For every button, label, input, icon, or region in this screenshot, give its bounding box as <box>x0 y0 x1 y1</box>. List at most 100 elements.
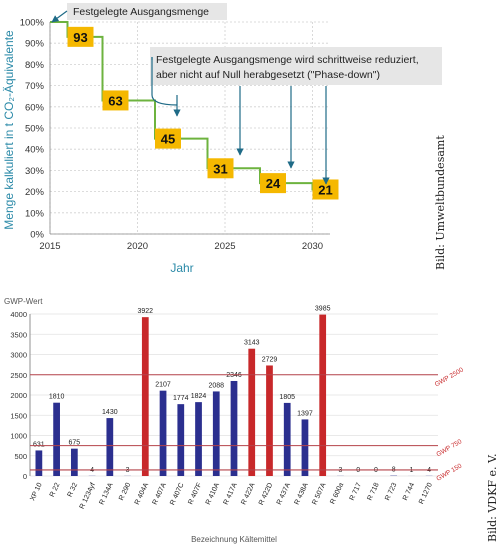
step-chart: 0% 10% 20% 30% 40% 50% 60% 70% 80% 90% 100% 2015 202… <box>2 3 442 275</box>
bar <box>195 402 202 476</box>
bar-category-label: R 1270 <box>418 482 434 506</box>
bar-value-label: 2107 <box>155 382 171 389</box>
bar-value-label: 0 <box>356 467 360 474</box>
bar <box>159 390 167 476</box>
credit-top: Bild: Umweltbundesamt <box>434 135 447 270</box>
value-label: 31 <box>213 161 227 176</box>
bar-category-label: R 22 <box>49 482 62 498</box>
bar-category-label: R 134A <box>98 482 114 506</box>
reference-line-label: GWP 150 <box>435 462 463 482</box>
bar <box>53 402 60 476</box>
y-tick-label: 50% <box>25 124 45 135</box>
y-tick-label: 70% <box>25 81 45 92</box>
bar-category-label: XP 10 <box>29 482 43 502</box>
bar-category-label: R 407C <box>169 482 185 506</box>
bar-value-label: 1824 <box>191 393 207 400</box>
annotation-box-start <box>67 3 227 20</box>
value-label: 63 <box>108 93 122 108</box>
y-axis-title: Menge kalkuliert in t CO₂-Äquivalente <box>2 30 16 230</box>
value-box <box>312 179 339 200</box>
bar-y-tick-label: 4000 <box>10 310 27 319</box>
bar-value-label: 631 <box>33 441 45 448</box>
bar-y-tick-label: 3500 <box>10 330 27 339</box>
annotation-arrow-curve <box>151 94 178 106</box>
bar <box>266 365 273 476</box>
x-axis-title: Jahr <box>170 261 193 275</box>
bar-y-tick-label: 1500 <box>10 411 27 420</box>
annotation-box-phasedown <box>150 47 442 85</box>
bar-y-tick-label: 3000 <box>10 351 27 360</box>
bar <box>283 402 291 476</box>
bar-category-label: R 290 <box>118 482 132 502</box>
value-label: 93 <box>73 30 87 45</box>
bar-value-label: 3922 <box>138 308 154 315</box>
bar-value-label: 2346 <box>226 372 242 379</box>
reference-line-label: GWP 2500 <box>434 366 465 388</box>
bar-value-label: 1430 <box>102 409 118 416</box>
bar <box>177 404 185 476</box>
bar-category-label: R 404A <box>134 482 150 506</box>
bar-category-label: R 422A <box>240 482 256 506</box>
bar-value-label: 3985 <box>315 306 331 313</box>
y-tick-label: 80% <box>25 60 45 71</box>
value-label: 24 <box>266 176 281 191</box>
bar-category-label: R 410A <box>205 482 221 506</box>
x-tick-label: 2030 <box>302 241 323 252</box>
value-label: 45 <box>161 132 175 147</box>
bar-value-label: 1805 <box>279 394 295 401</box>
y-tick-label: 20% <box>25 187 45 198</box>
y-tick-label: 40% <box>25 145 45 156</box>
y-tick-label: 100% <box>20 18 45 29</box>
bar-category-label: R 507A <box>311 482 327 506</box>
y-tick-label: 0% <box>30 230 44 241</box>
bar-category-label: R 600a <box>329 482 345 506</box>
x-tick-label: 2020 <box>127 241 148 252</box>
value-label: 21 <box>318 182 332 197</box>
bar-category-label: R 422D <box>258 482 274 506</box>
y-tick-label: 60% <box>25 102 45 113</box>
bar-category-label: R 744 <box>402 482 416 502</box>
bar <box>319 314 327 476</box>
bar-y-tick-label: 2500 <box>10 371 27 380</box>
bar-category-label: R 723 <box>384 482 398 502</box>
x-tick-label: 2025 <box>214 241 235 252</box>
bar-category-label: R 407F <box>187 482 203 506</box>
value-box <box>102 90 129 111</box>
bar <box>141 317 149 476</box>
y-tick-label: 10% <box>25 208 45 219</box>
bar-chart-title: GWP-Wert <box>4 297 43 306</box>
annotation-start: Festgelegte Ausgangsmenge <box>73 6 209 18</box>
bar-category-label: R 417A <box>223 482 239 506</box>
bar-category-label: R 717 <box>349 482 363 502</box>
bar <box>301 419 309 476</box>
y-tick-label: 30% <box>25 166 45 177</box>
bar-category-label: R 1234yf <box>79 482 97 510</box>
bar-x-axis-title: Bezeichnung Kältemittel <box>191 535 277 544</box>
bar <box>230 380 238 476</box>
bar-y-tick-label: 1000 <box>10 432 27 441</box>
value-box <box>260 173 286 194</box>
bar-value-label: 1774 <box>173 395 189 402</box>
annotation-arrow-start <box>51 10 68 23</box>
bar <box>212 391 220 476</box>
y-tick-label: 90% <box>25 39 45 50</box>
x-tick-label: 2015 <box>39 241 60 252</box>
bar-category-label: R 407A <box>152 482 168 506</box>
bar-value-label: 2088 <box>208 382 224 389</box>
bar-value-label: 2729 <box>262 356 278 363</box>
bar-value-label: 0 <box>374 467 378 474</box>
bar-value-label: 3143 <box>244 340 260 347</box>
value-box <box>67 26 94 47</box>
bar <box>248 348 256 476</box>
value-box <box>207 158 234 179</box>
bar-y-tick-label: 0 <box>23 472 27 481</box>
bar-category-label: R 438A <box>294 482 310 506</box>
bar <box>70 448 78 476</box>
credit-bottom: Bild: VDKF e. V. <box>486 453 497 543</box>
reference-line-label: GWP 750 <box>435 438 463 458</box>
bar-y-tick-label: 2000 <box>10 391 27 400</box>
annotation-phasedown-line1: Festgelegte Ausgangsmenge wird schrittwe… <box>156 54 419 66</box>
bar <box>35 450 43 476</box>
